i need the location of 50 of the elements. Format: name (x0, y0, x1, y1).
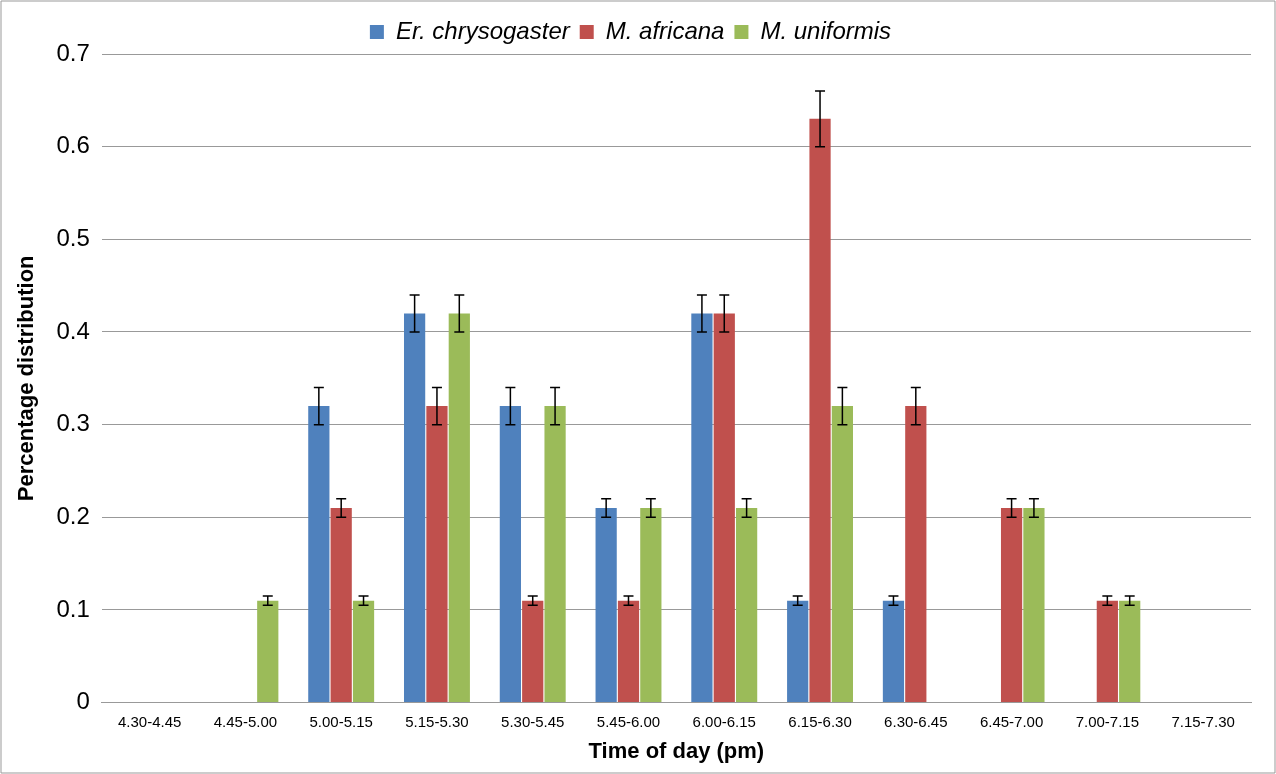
bar (499, 406, 521, 703)
y-tick-label: 0.6 (56, 131, 90, 159)
x-axis-title: Time of day (pm) (588, 737, 765, 763)
bar (787, 600, 809, 703)
bar (831, 406, 853, 703)
bar (257, 600, 279, 703)
x-tick-label: 5.45-6.00 (596, 712, 661, 730)
bar (617, 600, 640, 703)
bar (448, 313, 470, 703)
y-tick-label: 0.1 (56, 594, 90, 622)
bar (736, 508, 758, 703)
y-tick-label: 0.3 (56, 409, 90, 437)
x-tick-label: 6.45-7.00 (979, 712, 1044, 730)
x-tick-label: 4.30-4.45 (117, 712, 182, 730)
bar (809, 118, 831, 703)
bar (404, 313, 426, 703)
y-tick-label: 0.7 (56, 38, 90, 66)
y-tick-label: 0.2 (56, 501, 90, 529)
x-tick-label: 7.00-7.15 (1075, 712, 1140, 730)
bar (330, 508, 352, 703)
x-tick-label: 6.15-6.30 (788, 712, 852, 730)
x-tick-label: 5.00-5.15 (309, 712, 373, 730)
y-tick-label: 0.4 (56, 316, 90, 344)
x-tick-label: 5.30-5.45 (501, 712, 565, 730)
bar (1000, 508, 1023, 703)
bar (308, 406, 330, 703)
bar (522, 600, 544, 703)
legend-label: M. africana (605, 16, 725, 44)
bar (640, 508, 662, 703)
bar (691, 313, 713, 703)
x-tick-label: 4.45-5.00 (213, 712, 278, 730)
bar (1119, 600, 1141, 703)
bar (352, 600, 375, 703)
x-tick-label: 6.00-6.15 (692, 712, 756, 730)
bar (1023, 508, 1045, 703)
y-axis-title: Percentage distribution (13, 255, 39, 502)
x-tick-label: 5.15-5.30 (405, 712, 469, 730)
legend-label: M. uniformis (760, 16, 892, 44)
x-tick-label: 7.15-7.30 (1171, 712, 1235, 730)
bar (882, 600, 905, 703)
bar (905, 406, 927, 703)
bar (426, 406, 448, 703)
bar (1096, 600, 1118, 703)
y-tick-label: 0 (76, 687, 90, 715)
bar (544, 406, 566, 703)
legend-label: Er. chrysogaster (395, 16, 571, 44)
x-tick-label: 6.30-6.45 (884, 712, 948, 730)
bar (595, 508, 617, 703)
y-tick-label: 0.5 (56, 223, 90, 251)
bar (713, 313, 735, 703)
